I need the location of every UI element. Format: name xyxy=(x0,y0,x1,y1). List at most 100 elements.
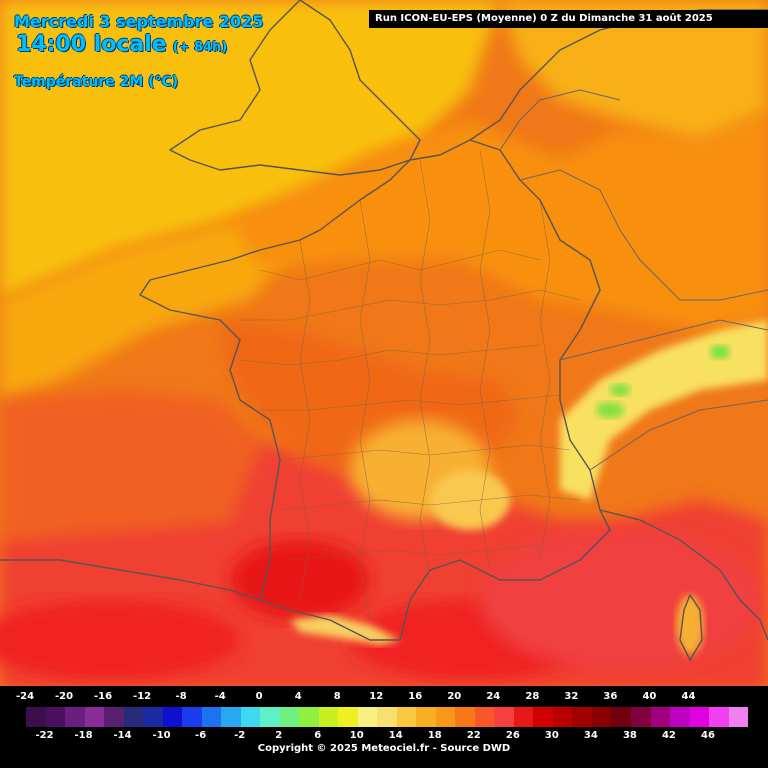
legend-tick-bottom: -2 xyxy=(234,730,246,741)
legend-tick-bottom: 26 xyxy=(505,730,520,741)
field-east-yellow xyxy=(500,0,768,140)
field-pyrenees xyxy=(290,615,400,645)
department-lines xyxy=(239,149,581,621)
forecast-lead: (+ 84h) xyxy=(172,40,228,55)
legend-swatch xyxy=(279,707,300,727)
legend-tick-top: 40 xyxy=(642,691,657,702)
legend-swatch xyxy=(45,707,66,727)
legend-swatch xyxy=(513,707,534,727)
legend-tick-top: 32 xyxy=(564,691,579,702)
legend-swatch xyxy=(377,707,397,727)
legend-tick-bottom: -14 xyxy=(113,730,132,741)
legend-tick-bottom: 30 xyxy=(544,730,559,741)
legend-swatch xyxy=(123,707,144,727)
field-alps-green-3 xyxy=(710,345,730,359)
legend-swatch xyxy=(396,707,417,727)
legend-swatch xyxy=(318,707,339,727)
legend-tick-bottom: -10 xyxy=(152,730,171,741)
legend-swatch xyxy=(533,707,553,727)
legend-swatch xyxy=(630,707,651,727)
legend-swatch xyxy=(670,707,690,727)
legend-swatch xyxy=(357,707,378,727)
legend-tick-top: 4 xyxy=(294,691,302,702)
legend-swatch xyxy=(65,707,85,727)
legend-tick-top: 8 xyxy=(333,691,341,702)
legend-tick-bottom: 38 xyxy=(622,730,637,741)
field-corsica xyxy=(676,595,704,655)
legend-swatch xyxy=(221,707,241,727)
field-central-orange xyxy=(230,110,768,330)
legend-tick-top: 24 xyxy=(486,691,501,702)
parameter-label: Température 2M (°C) xyxy=(14,74,179,90)
legend-tick-top: 12 xyxy=(369,691,384,702)
legend-tick-bottom: 18 xyxy=(427,730,442,741)
legend-swatch xyxy=(240,707,261,727)
legend-swatch xyxy=(689,707,710,727)
legend-swatch xyxy=(201,707,222,727)
field-mediterranean xyxy=(480,530,760,670)
field-deep-red-3 xyxy=(0,600,240,680)
legend-tick-bottom: 34 xyxy=(583,730,598,741)
field-massif-central-2 xyxy=(430,470,510,530)
field-north-yellow-2 xyxy=(0,220,300,400)
coastline-lines xyxy=(0,0,768,661)
legend-swatch xyxy=(416,707,436,727)
legend-swatch xyxy=(728,707,749,727)
run-info: Run ICON-EU-EPS (Moyenne) 0 Z du Dimanch… xyxy=(369,10,768,28)
legend-swatch xyxy=(435,707,456,727)
legend-swatch xyxy=(650,707,671,727)
border-lines xyxy=(499,89,768,471)
legend-tick-top: -8 xyxy=(175,691,187,702)
legend-tick-top: -20 xyxy=(54,691,74,702)
color-legend: -24 -20 -16 -12 -8 -4 0 4 8 12 16 20 24 28 32 36 40 44 -22… xyxy=(0,686,768,768)
legend-tick-top: 16 xyxy=(408,691,423,702)
legend-tick-bottom: -22 xyxy=(35,730,54,741)
legend-tick-bottom: -18 xyxy=(74,730,93,741)
legend-swatch xyxy=(299,707,319,727)
legend-tick-top: 20 xyxy=(447,691,462,702)
legend-tick-top: 36 xyxy=(603,691,618,702)
legend-tick-top: -24 xyxy=(15,691,35,702)
legend-tick-bottom: -6 xyxy=(195,730,207,741)
legend-swatch xyxy=(162,707,183,727)
legend-tick-top: 44 xyxy=(681,691,696,702)
legend-swatch xyxy=(572,707,592,727)
legend-tick-bottom: 22 xyxy=(466,730,481,741)
legend-swatch xyxy=(474,707,495,727)
legend-swatch xyxy=(591,707,612,727)
forecast-time: 14:00 locale (+ 84h) xyxy=(16,32,227,57)
legend-tick-bottom: 6 xyxy=(314,730,322,741)
legend-tick-bottom: 42 xyxy=(661,730,676,741)
legend-swatch xyxy=(611,707,631,727)
legend-swatch xyxy=(260,707,280,727)
legend-tick-top: 28 xyxy=(525,691,540,702)
legend-swatch xyxy=(143,707,163,727)
forecast-date: Mercredi 3 septembre 2025 xyxy=(14,12,264,31)
legend-tick-bottom: 2 xyxy=(275,730,283,741)
color-scale xyxy=(25,706,749,728)
legend-swatch xyxy=(552,707,573,727)
field-deep-red-1 xyxy=(230,540,370,620)
legend-tick-bottom: 10 xyxy=(349,730,364,741)
legend-tick-top: 0 xyxy=(255,691,263,702)
forecast-time-label: 14:00 locale xyxy=(16,32,167,57)
field-atlantic xyxy=(0,390,260,540)
legend-tick-bottom: 14 xyxy=(388,730,403,741)
legend-swatch xyxy=(182,707,202,727)
legend-swatch xyxy=(104,707,124,727)
legend-swatch xyxy=(84,707,105,727)
legend-swatch xyxy=(455,707,475,727)
legend-swatch xyxy=(709,707,729,727)
legend-swatch xyxy=(494,707,514,727)
field-alps-yellow xyxy=(560,320,768,500)
legend-tick-top: -16 xyxy=(94,691,113,702)
copyright: Copyright © 2025 Meteociel.fr - Source D… xyxy=(257,743,511,754)
legend-swatch xyxy=(338,707,358,727)
legend-tick-top: -4 xyxy=(214,691,226,702)
field-alps-green-2 xyxy=(610,384,630,396)
field-alps-green-1 xyxy=(596,402,624,418)
legend-swatch xyxy=(26,707,46,727)
legend-tick-bottom: 46 xyxy=(701,730,715,741)
